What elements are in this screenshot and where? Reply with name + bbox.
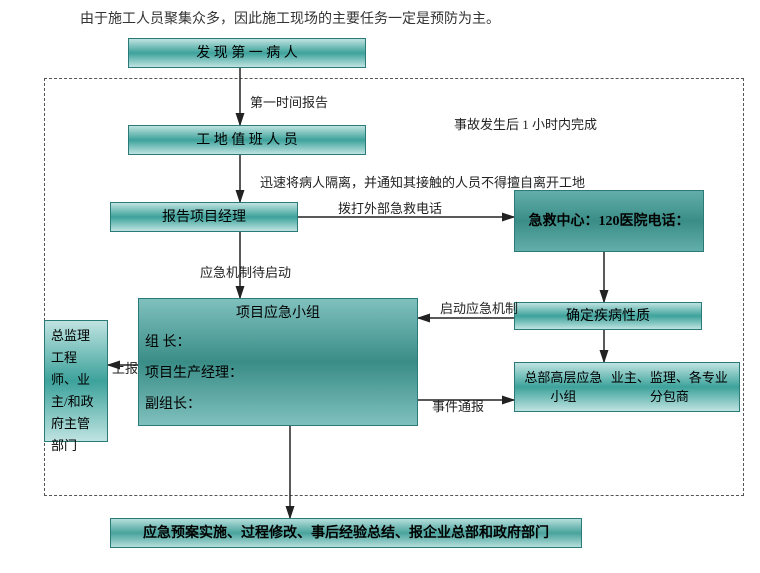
- node-n7: 总部高层应急小组业主、监理、各专业分包商: [514, 362, 740, 412]
- node-n9: 应急预案实施、过程修改、事后经验总结、报企业总部和政府部门: [110, 518, 582, 548]
- label-l8: 事故发生后 1 小时内完成: [454, 114, 597, 133]
- label-l5: 启动应急机制: [440, 298, 518, 317]
- label-l6: 事件通报: [432, 396, 484, 415]
- node-n8: 总监理工程师、业主/和政府主管部门: [44, 320, 108, 442]
- node-n5: 项目应急小组组 长：项目生产经理：副组长：: [138, 298, 418, 426]
- label-l3: 拨打外部急救电话: [338, 198, 442, 217]
- node-n3: 报告项目经理: [110, 202, 298, 232]
- node-n1: 发 现 第 一 病 人: [128, 38, 366, 68]
- node-n6: 确定疾病性质: [514, 302, 702, 330]
- label-l4: 应急机制待启动: [200, 262, 291, 281]
- node-n2: 工 地 值 班 人 员: [128, 125, 366, 155]
- label-l1: 第一时间报告: [250, 92, 328, 111]
- label-l2: 迅速将病人隔离，并通知其接触的人员不得擅自离开工地: [260, 172, 585, 191]
- label-l7: 上报: [112, 358, 138, 377]
- node-n4: 急救中心：120医院电话：: [514, 190, 704, 252]
- caption-text: 由于施工人员聚集众多，因此施工现场的主要任务一定是预防为主。: [80, 8, 500, 28]
